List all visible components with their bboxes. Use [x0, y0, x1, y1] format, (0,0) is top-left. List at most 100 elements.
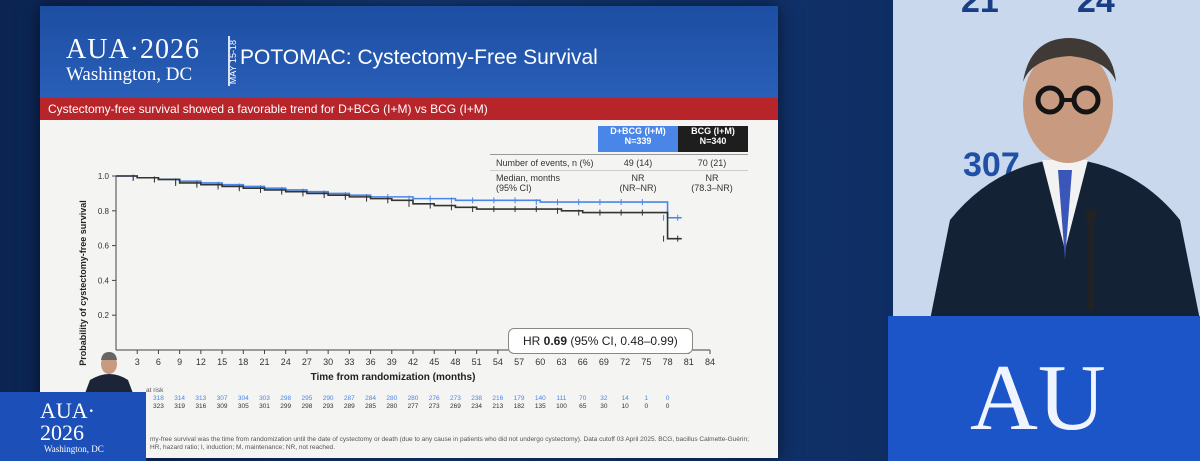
- at-risk-dbcg: 70: [579, 395, 587, 402]
- x-tick-label: 66: [578, 357, 588, 367]
- x-tick-label: 21: [259, 357, 269, 367]
- slide-header: AUA·2026 Washington, DC MAY 15-18 POTOMA…: [40, 6, 778, 98]
- y-tick-label: 0.6: [98, 242, 110, 251]
- logo-city: Washington, DC: [66, 64, 193, 85]
- background-number: 21: [961, 0, 999, 20]
- at-risk-bcg: 30: [600, 403, 608, 410]
- km-curve: [116, 175, 682, 240]
- row-label-events: Number of events, n (%): [496, 158, 594, 168]
- at-risk-dbcg: 304: [238, 395, 249, 402]
- x-tick-label: 36: [366, 357, 376, 367]
- at-risk-dbcg: 318: [153, 395, 164, 402]
- median-bcg-ci: (78.3–NR): [691, 183, 733, 193]
- at-risk-dbcg: 280: [386, 395, 397, 402]
- at-risk-bcg: 277: [408, 403, 419, 410]
- x-tick-label: 18: [238, 357, 248, 367]
- x-tick-label: 60: [535, 357, 545, 367]
- at-risk-bcg: 65: [579, 403, 587, 410]
- events-bcg: 70 (21): [697, 158, 727, 168]
- at-risk-bcg: 0: [645, 403, 649, 410]
- row-label-ci: (95% CI): [496, 183, 532, 193]
- at-risk-dbcg: 307: [217, 395, 228, 402]
- x-tick-label: 84: [705, 357, 715, 367]
- at-risk-bcg: 280: [386, 403, 397, 410]
- y-tick-label: 0.2: [98, 311, 110, 320]
- at-risk-bcg: 301: [259, 403, 270, 410]
- events-dbcg: 49 (14): [623, 158, 653, 168]
- background-number: 24: [1077, 0, 1115, 20]
- at-risk-bcg: 234: [471, 403, 482, 410]
- x-tick-label: 39: [387, 357, 397, 367]
- at-risk-bcg: 299: [280, 403, 291, 410]
- at-risk-bcg: 182: [514, 403, 525, 410]
- at-risk-bcg: 10: [622, 403, 630, 410]
- subtitle-band: [40, 98, 778, 120]
- x-tick-label: 57: [514, 357, 524, 367]
- at-risk-dbcg: 216: [492, 395, 503, 402]
- x-tick-label: 6: [156, 357, 161, 367]
- bcg-header: BCG (I+M) N=340: [678, 126, 748, 152]
- at-risk-bcg: 293: [323, 403, 334, 410]
- podium-line: AUA·: [40, 398, 95, 423]
- at-risk-dbcg: 0: [666, 395, 670, 402]
- y-axis-label: Probability of cystectomy-free survival: [78, 200, 88, 366]
- at-risk-bcg: 316: [195, 403, 206, 410]
- at-risk-dbcg: 276: [429, 395, 440, 402]
- x-tick-label: 81: [684, 357, 694, 367]
- x-tick-label: 42: [408, 357, 418, 367]
- at-risk-bcg: 298: [301, 403, 312, 410]
- at-risk-label: at risk: [146, 387, 164, 394]
- x-tick-label: 9: [177, 357, 182, 367]
- slide-subtitle: Cystectomy-free survival showed a favora…: [48, 102, 488, 116]
- y-tick-label: 0.4: [98, 276, 110, 285]
- at-risk-dbcg: 111: [557, 395, 567, 402]
- x-tick-label: 78: [663, 357, 673, 367]
- at-risk-dbcg: 238: [471, 395, 482, 402]
- at-risk-bcg: 100: [556, 403, 567, 410]
- at-risk-dbcg: 287: [344, 395, 355, 402]
- at-risk-dbcg: 295: [301, 395, 312, 402]
- x-tick-label: 48: [450, 357, 460, 367]
- at-risk-dbcg: 303: [259, 395, 270, 402]
- at-risk-dbcg: 313: [195, 395, 206, 402]
- header-divider: [228, 36, 230, 86]
- x-tick-label: 69: [599, 357, 609, 367]
- at-risk-dbcg: 280: [408, 395, 419, 402]
- podium-line: Washington, DC: [44, 444, 104, 454]
- x-axis-label: Time from randomization (months): [311, 372, 476, 383]
- aua-logo: AUA·2026 Washington, DC MAY 15-18: [66, 34, 238, 86]
- hr-prefix: HR: [523, 334, 544, 348]
- table-rule: [490, 154, 748, 155]
- x-tick-label: 12: [196, 357, 206, 367]
- at-risk-dbcg: 284: [365, 395, 376, 402]
- at-risk-bcg: 213: [492, 403, 503, 410]
- median-dbcg: NR: [631, 173, 645, 183]
- hr-ci: (95% CI, 0.48–0.99): [567, 334, 678, 348]
- dbcg-header: D+BCG (I+M) N=339: [598, 126, 678, 152]
- x-tick-label: 75: [641, 357, 651, 367]
- hr-value: 0.69: [543, 334, 568, 348]
- footnote: my-free survival was the time from rando…: [150, 436, 770, 452]
- median-bcg: NR: [705, 173, 719, 183]
- footnote-line: my-free survival was the time from rando…: [150, 436, 749, 443]
- at-risk-dbcg: 179: [514, 395, 525, 402]
- at-risk-dbcg: 140: [535, 395, 546, 402]
- at-risk-dbcg: 290: [323, 395, 334, 402]
- podium-left: AUA· 2026 Washington, DC: [0, 392, 146, 461]
- x-tick-label: 63: [556, 357, 566, 367]
- x-tick-label: 54: [493, 357, 503, 367]
- x-tick-label: 15: [217, 357, 227, 367]
- dbcg-header-n: N=339: [624, 136, 652, 146]
- x-tick-label: 33: [344, 357, 354, 367]
- at-risk-dbcg: 314: [174, 395, 185, 402]
- at-risk-bcg: 309: [217, 403, 228, 410]
- at-risk-bcg: 285: [365, 403, 376, 410]
- footnote-line: HR, hazard ratio; I, induction; M, maint…: [150, 444, 335, 451]
- podium-line: 2026: [40, 420, 84, 445]
- bcg-header-label: BCG (I+M): [691, 126, 735, 136]
- at-risk-bcg: 0: [666, 403, 670, 410]
- km-plot: 3 6 9 12 15 18 21 24 27 30 33 36 39 42 45 48 51 54 57 60 63 6…: [62, 172, 715, 410]
- hazard-ratio-box: HR 0.69 (95% CI, 0.48–0.99): [508, 328, 693, 354]
- x-tick-label: 51: [472, 357, 482, 367]
- podium-right: AU: [888, 316, 1200, 461]
